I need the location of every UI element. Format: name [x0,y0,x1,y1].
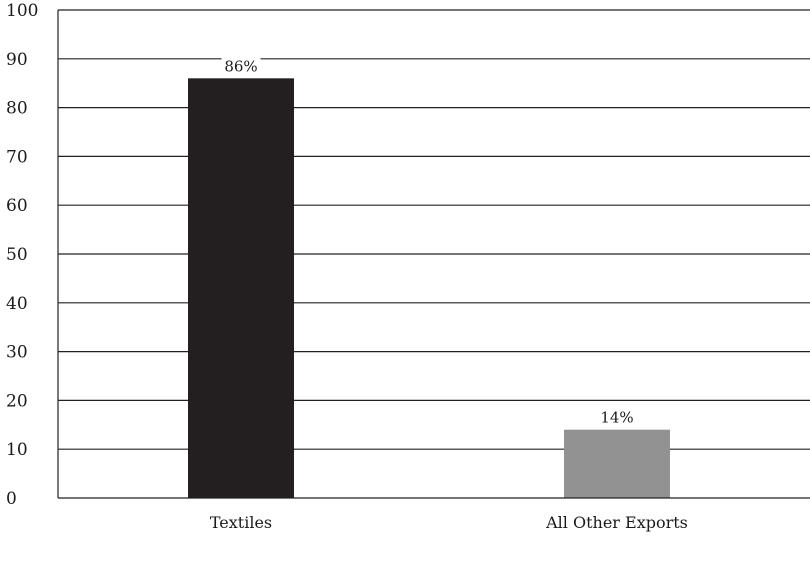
y-tick-label-40: 40 [6,294,28,314]
y-tick-label-50: 50 [6,245,28,265]
data-label-all-other-exports: 14% [600,409,633,427]
y-tick-label-20: 20 [6,391,28,411]
y-tick-label-100: 100 [6,1,38,21]
x-category-label-textiles: Textiles [210,513,272,532]
x-category-label-all-other-exports: All Other Exports [545,513,688,532]
bar-textiles [188,78,294,498]
bar-all-other-exports [564,430,670,498]
y-tick-label-60: 60 [6,196,28,216]
y-tick-label-30: 30 [6,343,28,363]
gridlines [58,10,810,449]
y-tick-label-70: 70 [6,147,28,167]
y-tick-label-0: 0 [6,489,17,509]
bars [188,78,670,498]
y-tick-label-80: 80 [6,99,28,119]
data-label-textiles: 86% [224,57,257,75]
y-tick-label-90: 90 [6,50,28,70]
y-tick-label-10: 10 [6,440,28,460]
